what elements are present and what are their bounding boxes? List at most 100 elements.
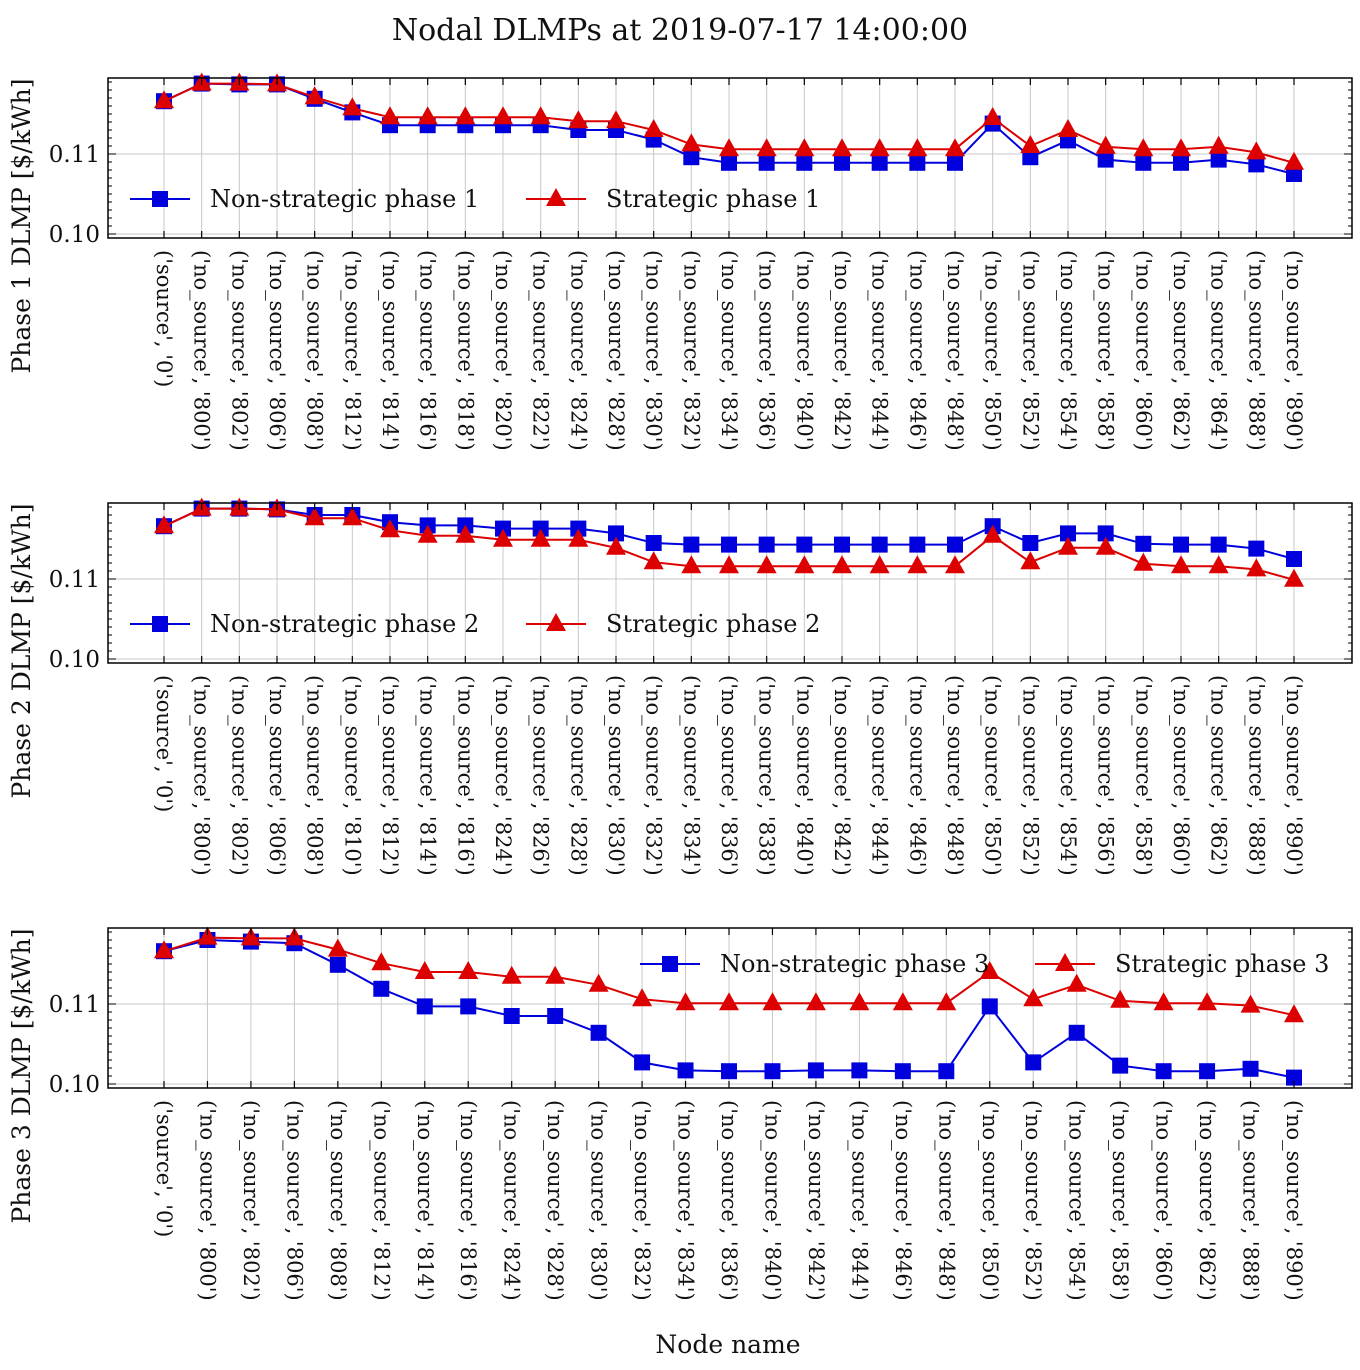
data-point-square [871, 536, 888, 553]
data-point-triangle [1023, 988, 1044, 1007]
data-point-square [570, 520, 587, 537]
data-point-triangle [756, 555, 777, 574]
grid-lines [108, 503, 1352, 663]
x-tick-label: ('no_source', '846') [891, 1100, 915, 1301]
data-point-triangle [869, 555, 890, 574]
data-point-triangle [719, 138, 739, 157]
data-point-triangle [1246, 141, 1267, 160]
data-point-triangle [756, 138, 777, 157]
series-non-strategic [156, 932, 1302, 1086]
data-point-triangle [455, 106, 476, 125]
data-point-triangle [1095, 536, 1116, 555]
x-tick-label: ('no_source', '830') [642, 250, 666, 451]
data-point-triangle [493, 528, 513, 547]
x-tick-label: ('no_source', '862') [1195, 1100, 1219, 1301]
x-tick-label: ('source', '0') [152, 1100, 176, 1237]
data-point-square [871, 154, 888, 171]
x-tick-label: ('no_source', '834') [717, 250, 741, 451]
x-tick-label: ('no_source', '890') [1282, 1100, 1306, 1301]
x-tick-label: ('no_source', '836') [717, 675, 741, 876]
legend-marker-triangle [546, 188, 566, 206]
data-point-triangle [380, 519, 400, 538]
legend: Non-strategic phase 1 Strategic phase 1 [130, 185, 820, 213]
data-point-triangle [455, 524, 476, 543]
data-point-triangle [284, 927, 305, 946]
data-point-triangle [530, 528, 551, 547]
data-point-square [683, 149, 700, 166]
x-tick-label: ('no_source', '842') [830, 250, 854, 451]
data-point-triangle [805, 992, 826, 1011]
y-axis-label: Phase 3 DLMP [$/kWh] [7, 928, 36, 1223]
y-tick-label: 0.11 [49, 567, 100, 593]
data-point-triangle [982, 107, 1003, 125]
data-point-triangle [832, 555, 852, 574]
data-point-square [503, 1008, 520, 1024]
x-tick-label: ('no_source', '806') [282, 1100, 306, 1301]
y-axis-label: Phase 2 DLMP [$/kWh] [7, 503, 36, 798]
data-point-triangle [568, 110, 589, 129]
x-tick-label: ('no_source', '836') [717, 1100, 741, 1301]
data-point-square [683, 536, 700, 553]
x-tick-label: ('no_source', '846') [905, 250, 929, 451]
data-point-square [1135, 535, 1152, 552]
data-point-triangle [1208, 135, 1229, 154]
data-point-square [1112, 1057, 1129, 1074]
x-tick-label: ('no_source', '888') [1239, 1100, 1263, 1301]
data-point-triangle [545, 965, 566, 984]
data-point-square [1097, 151, 1114, 168]
data-point-triangle [936, 992, 957, 1011]
x-tick-label: ('no_source', '814') [413, 1100, 437, 1301]
data-point-square [1022, 535, 1039, 551]
x-tick-label: ('no_source', '834') [679, 675, 703, 876]
data-point-triangle [197, 926, 218, 945]
x-tick-label: ('no_source', '852') [1018, 675, 1042, 876]
data-point-triangle [1095, 135, 1116, 154]
data-point-square [1248, 540, 1265, 557]
x-tick-label: ('no_source', '802') [227, 675, 251, 876]
x-tick-label: ('no_source', '832') [679, 250, 703, 451]
tick-marks [108, 503, 1352, 663]
data-point-triangle [719, 555, 739, 574]
x-tick-label: ('no_source', '840') [792, 250, 816, 451]
data-point-square [590, 1024, 607, 1041]
data-point-triangle [342, 507, 363, 526]
data-point-square [1210, 151, 1227, 168]
data-point-triangle [869, 138, 890, 157]
data-point-square [851, 1062, 868, 1079]
x-tick-label: ('no_source', '854') [1056, 250, 1080, 451]
x-tick-label: ('no_source', '846') [905, 675, 929, 876]
data-point-triangle [632, 988, 653, 1007]
data-point-triangle [892, 992, 913, 1011]
data-point-square [495, 520, 511, 537]
x-tick-label: ('no_source', '858') [1131, 675, 1155, 876]
data-point-square [981, 998, 998, 1015]
x-tick-label: ('no_source', '832') [630, 1100, 654, 1301]
data-point-triangle [945, 555, 965, 574]
data-point-triangle [414, 961, 435, 979]
x-tick-label: ('source', '0') [152, 675, 176, 812]
data-point-triangle [606, 110, 626, 129]
data-point-triangle [719, 992, 739, 1011]
data-point-triangle [1197, 992, 1218, 1011]
data-point-square [894, 1063, 911, 1080]
data-point-triangle [530, 106, 551, 125]
series-strategic [154, 72, 1304, 170]
axes-frame [107, 927, 1353, 1089]
data-point-square [1155, 1063, 1172, 1080]
data-point-square [1199, 1063, 1216, 1080]
data-point-square [608, 525, 624, 542]
legend-marker-square [152, 616, 168, 632]
data-point-triangle [907, 555, 928, 574]
x-tick-label: ('no_source', '858') [1108, 1100, 1132, 1301]
series-strategic [154, 926, 1304, 1023]
data-point-triangle [1110, 989, 1131, 1008]
data-point-square [416, 998, 433, 1015]
data-point-square [1060, 525, 1076, 542]
x-tick-label: ('no_source', '836') [755, 250, 779, 451]
data-point-triangle [1284, 151, 1304, 170]
data-point-triangle [1133, 552, 1154, 571]
x-tick-label: ('no_source', '808') [303, 250, 327, 451]
data-point-square [721, 154, 737, 171]
data-point-square [807, 1062, 824, 1079]
